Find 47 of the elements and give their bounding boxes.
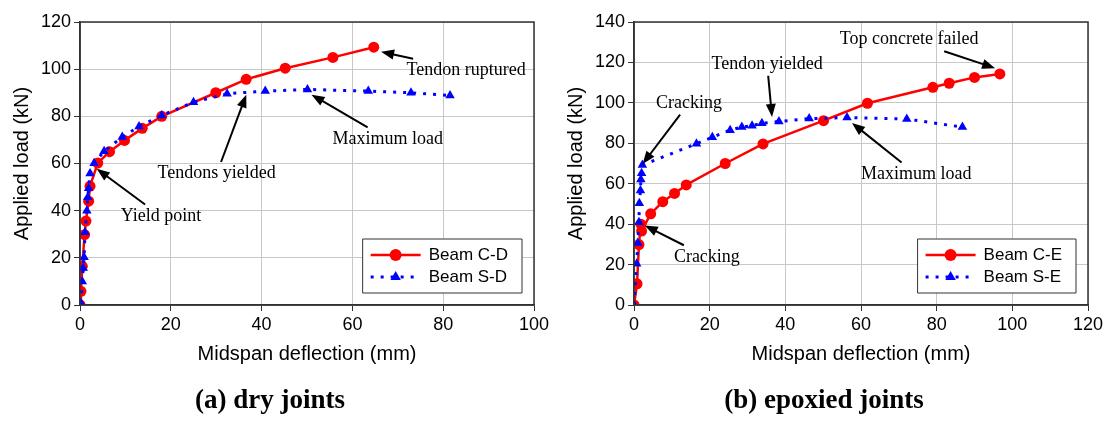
legend-label: Beam S-E — [983, 266, 1062, 286]
annotation: Cracking — [673, 245, 740, 266]
annotation: Tendon ruptured — [406, 59, 526, 80]
y-axis-title: Applied load (kN) — [9, 86, 32, 241]
x-tick-label: 60 — [342, 313, 363, 334]
text: (b) epoxied joints — [724, 383, 924, 414]
x-tick-label: 0 — [629, 313, 640, 334]
legend-label: Beam S-D — [428, 266, 508, 286]
x-tick-label: 100 — [518, 313, 550, 334]
x-tick-label: 0 — [75, 313, 86, 334]
text: (a) dry joints — [195, 383, 345, 414]
y-tick-label: 80 — [605, 132, 626, 153]
x-tick-label: 20 — [699, 313, 720, 334]
x-tick-label: 80 — [433, 313, 454, 334]
annotation: Top concrete failed — [839, 28, 979, 49]
y-tick-label: 20 — [605, 253, 626, 274]
y-tick-label: 40 — [605, 213, 626, 234]
y-tick-label: 100 — [594, 91, 626, 112]
y-tick-label: 20 — [51, 246, 72, 267]
annotation: Tendon yielded — [711, 52, 823, 73]
annotation: Tendons yielded — [157, 162, 276, 183]
y-tick-label: 60 — [605, 172, 626, 193]
x-tick-label: 40 — [775, 313, 796, 334]
y-tick-label: 0 — [615, 293, 626, 314]
x-tick-label: 80 — [926, 313, 947, 334]
annotation: Yield point — [120, 204, 202, 225]
y-tick-label: 40 — [51, 199, 72, 220]
y-axis-title: Applied load (kN) — [563, 86, 586, 241]
annotation: Maximum load — [332, 127, 443, 148]
y-tick-label: 140 — [594, 10, 626, 31]
legend-label: Beam C-E — [983, 244, 1063, 264]
y-tick-label: 100 — [40, 58, 72, 79]
annotation: Maximum load — [860, 163, 972, 183]
y-tick-label: 80 — [51, 105, 72, 126]
y-tick-label: 120 — [40, 10, 72, 31]
y-tick-label: 0 — [61, 293, 72, 314]
x-tick-label: 60 — [851, 313, 872, 334]
x-axis-title: Midspan deflection (mm) — [197, 342, 417, 365]
legend-label: Beam C-D — [428, 244, 509, 264]
y-tick-label: 60 — [51, 152, 72, 173]
x-axis-title: Midspan deflection (mm) — [751, 342, 971, 365]
x-tick-label: 120 — [1072, 313, 1104, 334]
y-tick-label: 120 — [594, 51, 626, 72]
annotation: Cracking — [655, 91, 722, 112]
x-tick-label: 100 — [997, 313, 1028, 334]
x-tick-label: 20 — [160, 313, 181, 334]
x-tick-label: 40 — [251, 313, 272, 334]
